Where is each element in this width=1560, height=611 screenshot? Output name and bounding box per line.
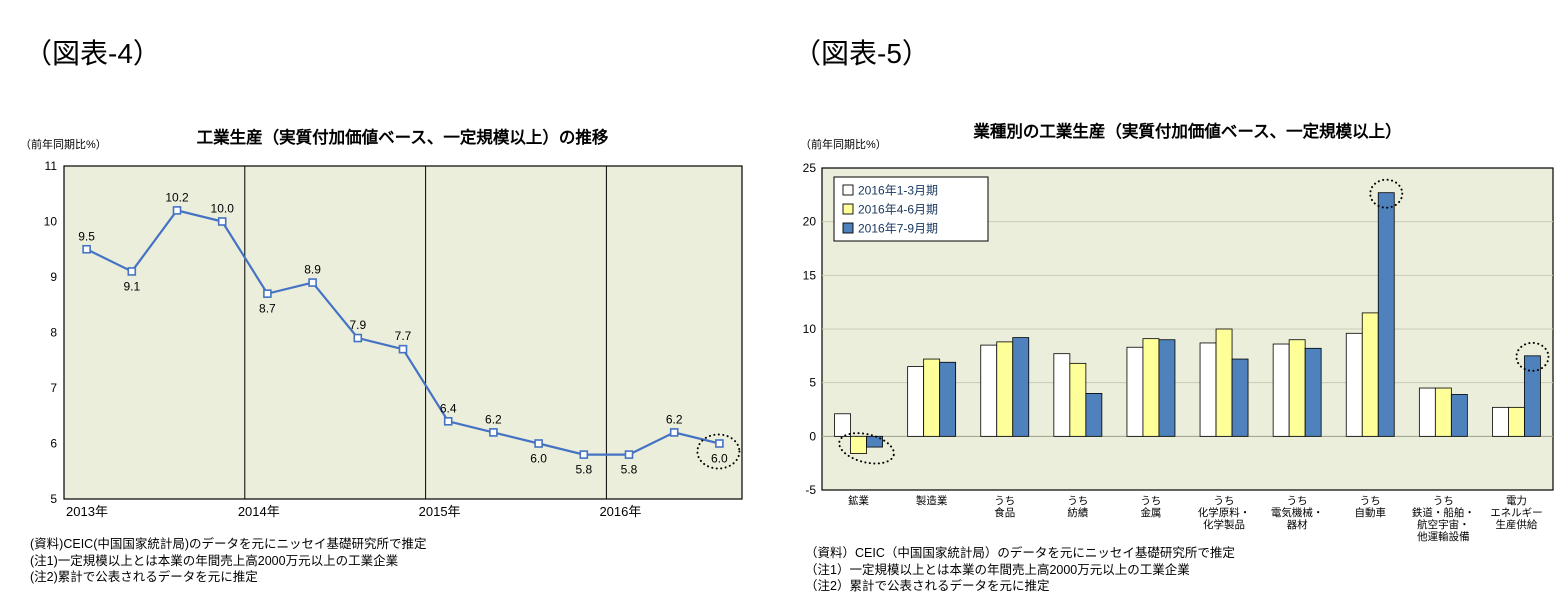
svg-text:電力: 電力 — [1506, 494, 1527, 507]
svg-text:2015年: 2015年 — [419, 504, 461, 519]
svg-text:6: 6 — [50, 437, 57, 451]
figure5-chart-title: 業種別の工業生産（実質付加価値ベース、一定規模以上） — [973, 123, 1402, 141]
figure4-panel: （図表-4） 工業生産（実質付加価値ベース、一定規模以上）の推移 （前年同期比%… — [0, 0, 775, 611]
svg-text:食品: 食品 — [994, 506, 1015, 519]
svg-text:5.8: 5.8 — [575, 463, 592, 477]
svg-text:化学原料・: 化学原料・ — [1198, 506, 1251, 519]
svg-text:10.0: 10.0 — [211, 202, 235, 216]
svg-text:20: 20 — [803, 215, 817, 229]
svg-text:9.1: 9.1 — [123, 279, 140, 293]
figure4-heading: （図表-4） — [24, 38, 161, 69]
figure4-line-chart: 5 6 7 8 9 10 11 2013年 2014年 2015年 2016年 9.5 9.1 10.2 1… — [44, 159, 743, 519]
svg-text:8.7: 8.7 — [259, 302, 276, 316]
figure5-note-source: （資料）CEIC（中国国家統計局）のデータを元にニッセイ基礎研究所で推定 — [805, 546, 1235, 560]
svg-text:10: 10 — [803, 322, 817, 336]
svg-text:11: 11 — [45, 159, 58, 173]
svg-text:鉱業: 鉱業 — [848, 494, 869, 507]
svg-text:6.0: 6.0 — [530, 452, 547, 466]
svg-text:金属: 金属 — [1140, 506, 1161, 519]
svg-text:自動車: 自動車 — [1355, 506, 1387, 519]
svg-text:製造業: 製造業 — [916, 494, 948, 507]
svg-text:鉄道・船舶・: 鉄道・船舶・ — [1412, 506, 1475, 519]
svg-text:10: 10 — [44, 215, 58, 229]
svg-text:9.5: 9.5 — [78, 229, 95, 243]
svg-text:2016年: 2016年 — [599, 504, 641, 519]
svg-text:うち: うち — [1287, 495, 1308, 507]
svg-text:2016年4-6月期: 2016年4-6月期 — [858, 203, 938, 217]
svg-text:7: 7 — [50, 381, 57, 395]
svg-text:うち: うち — [1067, 495, 1088, 507]
svg-text:8: 8 — [50, 326, 57, 340]
svg-text:0: 0 — [809, 429, 816, 443]
figure4-chart-title: 工業生産（実質付加価値ベース、一定規模以上）の推移 — [196, 129, 609, 147]
svg-text:7.9: 7.9 — [349, 318, 366, 332]
svg-text:生産供給: 生産供給 — [1495, 518, 1538, 531]
svg-text:器材: 器材 — [1287, 518, 1309, 531]
svg-text:他運輸設備: 他運輸設備 — [1417, 530, 1470, 543]
svg-text:2016年1-3月期: 2016年1-3月期 — [858, 184, 938, 198]
svg-text:15: 15 — [803, 268, 817, 282]
svg-text:10.2: 10.2 — [165, 190, 189, 204]
figure5-notes: （資料）CEIC（中国国家統計局）のデータを元にニッセイ基礎研究所で推定 （注1… — [805, 545, 1235, 595]
figure5-panel: （図表-5） 業種別の工業生産（実質付加価値ベース、一定規模以上） （前年同期比… — [775, 0, 1560, 611]
svg-text:2014年: 2014年 — [238, 504, 280, 519]
svg-text:うち: うち — [1140, 495, 1161, 507]
svg-text:電気機械・: 電気機械・ — [1271, 506, 1324, 519]
svg-text:紡績: 紡績 — [1067, 506, 1089, 519]
svg-text:2016年7-9月期: 2016年7-9月期 — [858, 222, 938, 236]
svg-text:うち: うち — [1214, 495, 1235, 507]
svg-text:9: 9 — [50, 270, 57, 284]
figure5-note-1: （注1）一定規模以上とは本業の年間売上高2000万元以上の工業企業 — [805, 562, 1190, 577]
svg-text:エネルギー: エネルギー — [1490, 507, 1543, 519]
svg-text:6.0: 6.0 — [711, 452, 728, 466]
svg-text:6.2: 6.2 — [485, 412, 502, 426]
svg-text:化学製品: 化学製品 — [1203, 518, 1245, 531]
figure4-note-1: (注1)一定規模以上とは本業の年間売上高2000万元以上の工業企業 — [30, 553, 399, 568]
figure4-note-source: (資料)CEIC(中国国家統計局)のデータを元にニッセイ基礎研究所で推定 — [30, 537, 427, 551]
svg-text:6.4: 6.4 — [440, 401, 457, 415]
svg-text:5: 5 — [809, 376, 816, 390]
svg-text:5: 5 — [50, 492, 57, 506]
figure4-yaxis-unit-label: （前年同期比%） — [20, 139, 107, 151]
svg-text:25: 25 — [803, 161, 817, 175]
svg-text:2013年: 2013年 — [66, 504, 108, 519]
svg-text:7.7: 7.7 — [395, 329, 412, 343]
svg-text:6.2: 6.2 — [666, 412, 683, 426]
svg-text:-5: -5 — [805, 483, 816, 497]
svg-text:航空宇宙・: 航空宇宙・ — [1417, 518, 1470, 531]
figure5-heading: （図表-5） — [793, 38, 930, 69]
svg-text:5.8: 5.8 — [621, 463, 638, 477]
figure5-yaxis-unit-label: （前年同期比%） — [800, 139, 887, 151]
figure5-note-2: （注2）累計で公表されるデータを元に推定 — [805, 579, 1050, 593]
svg-text:うち: うち — [1360, 495, 1381, 507]
svg-text:うち: うち — [994, 495, 1015, 507]
figure4-note-2: (注2)累計で公表されるデータを元に推定 — [30, 570, 258, 584]
figure4-notes: (資料)CEIC(中国国家統計局)のデータを元にニッセイ基礎研究所で推定 (注1… — [30, 536, 427, 586]
svg-text:うち: うち — [1433, 495, 1454, 507]
svg-text:8.9: 8.9 — [304, 263, 321, 277]
